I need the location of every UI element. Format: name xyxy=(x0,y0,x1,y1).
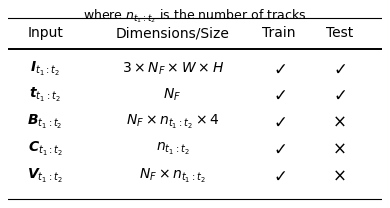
Text: $\boldsymbol{C}_{t_1:t_2}$: $\boldsymbol{C}_{t_1:t_2}$ xyxy=(28,140,63,158)
Text: Test: Test xyxy=(326,26,353,40)
Text: $\boldsymbol{B}_{t_1:t_2}$: $\boldsymbol{B}_{t_1:t_2}$ xyxy=(27,113,63,131)
Text: $\checkmark$: $\checkmark$ xyxy=(273,113,286,131)
Text: $N_F \times n_{t_1:t_2}$: $N_F \times n_{t_1:t_2}$ xyxy=(139,167,206,185)
Text: $\times$: $\times$ xyxy=(332,140,346,158)
Text: Dimensions/Size: Dimensions/Size xyxy=(115,26,229,40)
Text: $N_F \times n_{t_1:t_2} \times 4$: $N_F \times n_{t_1:t_2} \times 4$ xyxy=(126,113,219,131)
Text: Input: Input xyxy=(27,26,63,40)
Text: where $n_{t_1:t_2}$ is the number of tracks: where $n_{t_1:t_2}$ is the number of tra… xyxy=(83,7,307,25)
Text: $\checkmark$: $\checkmark$ xyxy=(333,86,346,104)
Text: $\boldsymbol{t}_{t_1:t_2}$: $\boldsymbol{t}_{t_1:t_2}$ xyxy=(29,86,61,104)
Text: $\boldsymbol{V}_{t_1:t_2}$: $\boldsymbol{V}_{t_1:t_2}$ xyxy=(27,167,63,185)
Text: $\boldsymbol{I}_{t_1:t_2}$: $\boldsymbol{I}_{t_1:t_2}$ xyxy=(30,60,60,78)
Text: $\times$: $\times$ xyxy=(332,113,346,131)
Text: $N_F$: $N_F$ xyxy=(163,87,182,103)
Text: Train: Train xyxy=(262,26,296,40)
Text: $\times$: $\times$ xyxy=(332,167,346,185)
Text: $\checkmark$: $\checkmark$ xyxy=(273,167,286,185)
Text: $\checkmark$: $\checkmark$ xyxy=(273,140,286,158)
Text: $3 \times N_F \times W \times H$: $3 \times N_F \times W \times H$ xyxy=(122,61,223,77)
Text: $\checkmark$: $\checkmark$ xyxy=(333,60,346,78)
Text: $n_{t_1:t_2}$: $n_{t_1:t_2}$ xyxy=(156,141,190,157)
Text: $\checkmark$: $\checkmark$ xyxy=(273,86,286,104)
Text: $\checkmark$: $\checkmark$ xyxy=(273,60,286,78)
